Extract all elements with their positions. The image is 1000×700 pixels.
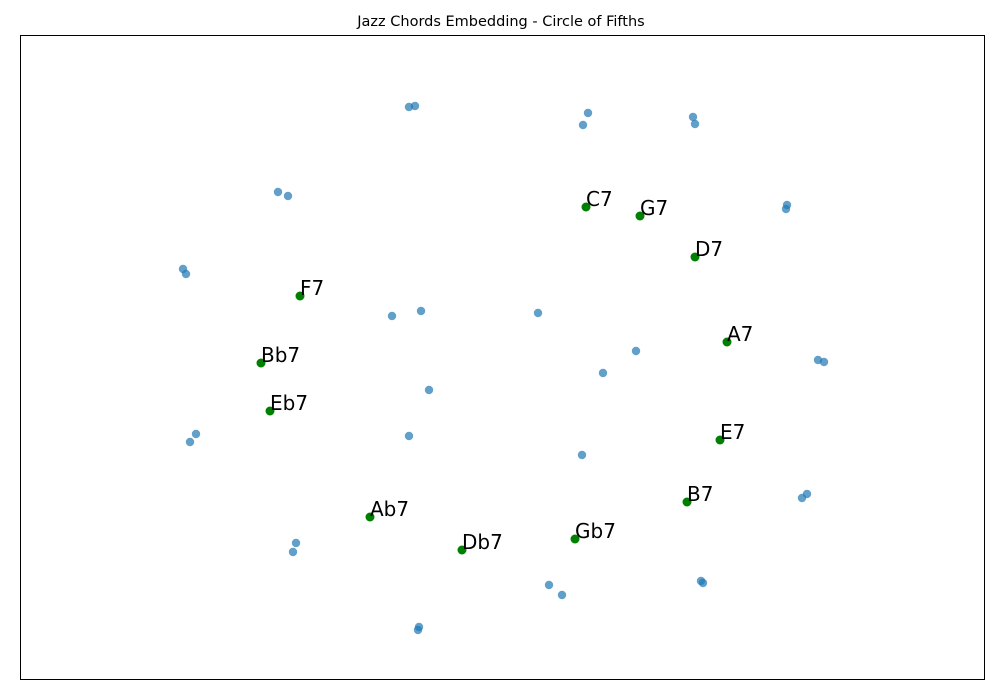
- highlighted-point-a7: [722, 337, 732, 347]
- plot-area-frame: [20, 35, 985, 680]
- point-label-c7: C7: [586, 187, 613, 211]
- background-point: [404, 431, 414, 441]
- highlighted-points-group: [256, 202, 732, 555]
- background-point: [631, 346, 641, 356]
- point-label-ab7: Ab7: [370, 497, 409, 521]
- point-label-e7: E7: [720, 420, 745, 444]
- highlighted-point-c7: [581, 202, 591, 212]
- point-label-db7: Db7: [462, 530, 503, 554]
- point-label-eb7: Eb7: [270, 391, 308, 415]
- background-point: [577, 450, 587, 460]
- background-point: [688, 112, 698, 122]
- background-point: [413, 625, 423, 635]
- highlighted-point-d7: [690, 252, 700, 262]
- point-label-g7: G7: [640, 196, 668, 220]
- background-points-group: [178, 101, 829, 635]
- background-point: [424, 385, 434, 395]
- background-point: [557, 590, 567, 600]
- background-point: [416, 306, 426, 316]
- background-point: [181, 269, 191, 279]
- background-point: [544, 580, 554, 590]
- highlighted-point-f7: [295, 291, 305, 301]
- point-label-gb7: Gb7: [575, 519, 616, 543]
- background-point: [288, 547, 298, 557]
- highlighted-point-e7: [715, 435, 725, 445]
- background-point: [273, 187, 283, 197]
- point-label-b7: B7: [687, 482, 713, 506]
- background-point: [690, 119, 700, 129]
- chart-title: Jazz Chords Embedding - Circle of Fifths: [356, 14, 644, 30]
- background-point: [583, 108, 593, 118]
- background-point: [185, 437, 195, 447]
- point-label-bb7: Bb7: [261, 343, 300, 367]
- background-point: [533, 308, 543, 318]
- point-label-d7: D7: [695, 237, 723, 261]
- background-point: [819, 357, 829, 367]
- highlighted-point-g7: [635, 211, 645, 221]
- background-point: [598, 368, 608, 378]
- highlighted-point-ab7: [365, 512, 375, 522]
- highlighted-point-gb7: [570, 534, 580, 544]
- point-label-f7: F7: [300, 276, 324, 300]
- highlighted-point-bb7: [256, 358, 266, 368]
- background-point: [410, 101, 420, 111]
- background-point: [283, 191, 293, 201]
- background-point: [387, 311, 397, 321]
- highlighted-point-db7: [457, 545, 467, 555]
- background-point: [578, 120, 588, 130]
- background-point: [698, 578, 708, 588]
- background-point: [191, 429, 201, 439]
- highlighted-point-b7: [682, 497, 692, 507]
- point-label-a7: A7: [727, 322, 753, 346]
- highlighted-point-eb7: [265, 406, 275, 416]
- background-point: [781, 204, 791, 214]
- background-point: [797, 493, 807, 503]
- point-labels-group: C7 G7 D7 A7 E7 B7 Gb7 Db7 Ab7 Eb7 Bb7 F7: [261, 187, 753, 554]
- background-point: [291, 538, 301, 548]
